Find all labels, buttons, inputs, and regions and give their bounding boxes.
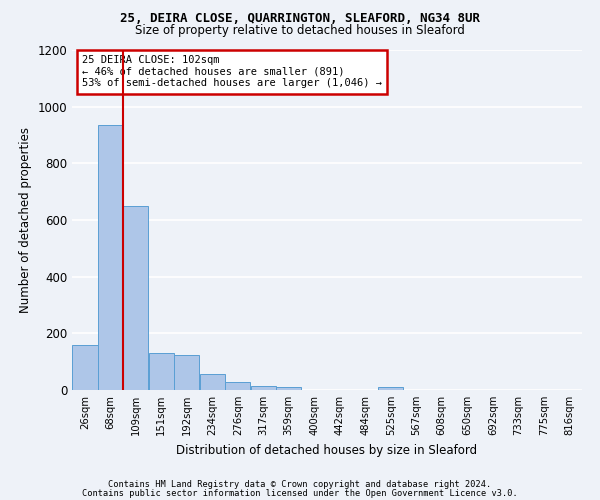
Bar <box>98 125 123 390</box>
Text: Size of property relative to detached houses in Sleaford: Size of property relative to detached ho… <box>135 24 465 37</box>
Bar <box>378 386 403 390</box>
Text: 25, DEIRA CLOSE, QUARRINGTON, SLEAFORD, NG34 8UR: 25, DEIRA CLOSE, QUARRINGTON, SLEAFORD, … <box>120 12 480 26</box>
Text: Contains public sector information licensed under the Open Government Licence v3: Contains public sector information licen… <box>82 489 518 498</box>
X-axis label: Distribution of detached houses by size in Sleaford: Distribution of detached houses by size … <box>176 444 478 456</box>
Bar <box>276 387 301 390</box>
Y-axis label: Number of detached properties: Number of detached properties <box>19 127 32 313</box>
Bar <box>123 206 148 390</box>
Text: 25 DEIRA CLOSE: 102sqm
← 46% of detached houses are smaller (891)
53% of semi-de: 25 DEIRA CLOSE: 102sqm ← 46% of detached… <box>82 55 382 88</box>
Bar <box>149 353 173 390</box>
Bar <box>251 386 276 390</box>
Bar <box>200 374 225 390</box>
Bar <box>226 382 250 390</box>
Bar <box>72 344 98 390</box>
Text: Contains HM Land Registry data © Crown copyright and database right 2024.: Contains HM Land Registry data © Crown c… <box>109 480 491 489</box>
Bar <box>174 354 199 390</box>
